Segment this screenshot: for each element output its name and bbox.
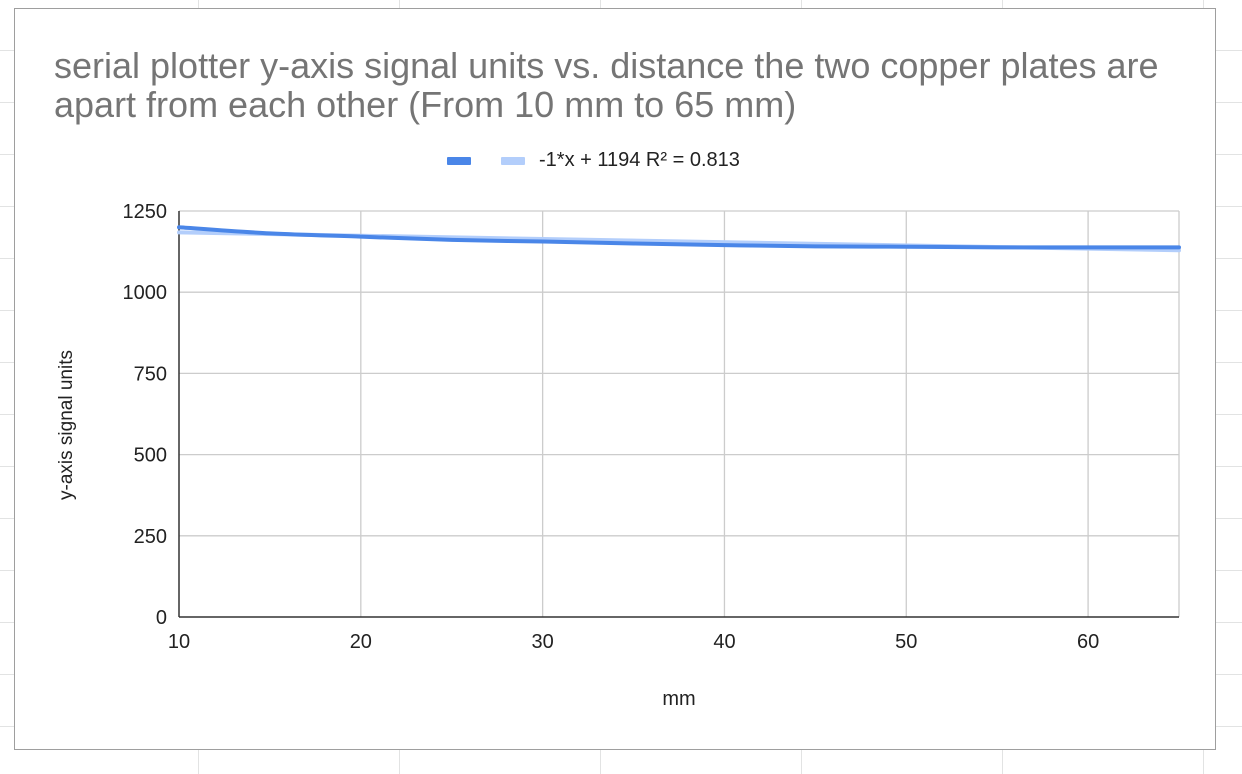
y-tick-label-250: 250	[134, 526, 167, 548]
chart-container[interactable]	[14, 8, 1216, 750]
x-tick-label-50: 50	[895, 631, 917, 653]
legend-label-trendline: -1*x + 1194 R² = 0.813	[539, 149, 740, 171]
y-tick-label-750: 750	[134, 363, 167, 385]
y-tick-label-1250: 1250	[123, 201, 168, 223]
legend-swatch-data-series	[447, 156, 471, 165]
legend-swatch-trendline	[501, 156, 525, 165]
chart-title: serial plotter y-axis signal units vs. d…	[54, 45, 1159, 125]
y-tick-label-0: 0	[156, 607, 167, 629]
data-series-line	[177, 225, 1181, 250]
x-tick-label-30: 30	[532, 631, 554, 653]
x-tick-label-60: 60	[1077, 631, 1099, 653]
chart-legend: -1*x + 1194 R² = 0.813	[447, 149, 740, 172]
x-tick-label-40: 40	[713, 631, 735, 653]
y-tick-label-500: 500	[134, 445, 167, 467]
x-tick-label-10: 10	[168, 631, 190, 653]
x-axis-label: mm	[662, 688, 696, 710]
x-tick-label-20: 20	[350, 631, 372, 653]
y-tick-label-1000: 1000	[123, 282, 168, 304]
